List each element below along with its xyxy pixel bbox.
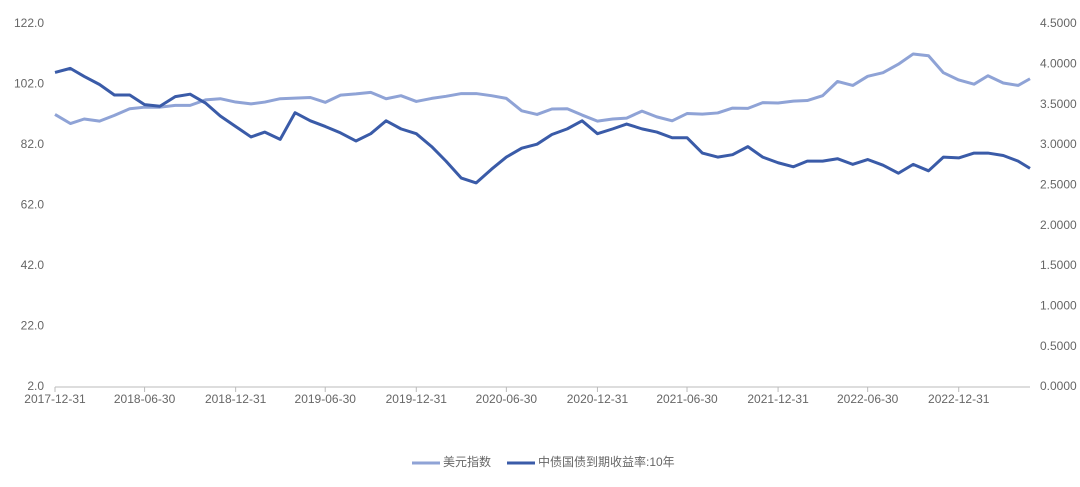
x-tick-label: 2019-06-30 [295, 392, 357, 406]
legend-label: 中债国债到期收益率:10年 [538, 454, 675, 469]
x-tick-label: 2018-12-31 [205, 392, 267, 406]
y2-tick-label: 1.0000 [1040, 299, 1077, 313]
y-tick-label: 82.0 [21, 137, 45, 151]
y-tick-label: 22.0 [21, 319, 45, 333]
x-tick-label: 2019-12-31 [386, 392, 448, 406]
x-tick-label: 2017-12-31 [24, 392, 86, 406]
y-tick-label: 122.0 [14, 16, 44, 30]
y2-tick-label: 0.0000 [1040, 379, 1077, 393]
x-tick-label: 2018-06-30 [114, 392, 176, 406]
series-line [54, 66, 1031, 185]
x-tick-label: 2022-06-30 [837, 392, 899, 406]
legend-label: 美元指数 [443, 454, 491, 469]
y2-tick-label: 1.5000 [1040, 258, 1077, 272]
y2-tick-label: 3.0000 [1040, 137, 1077, 151]
y2-tick-label: 2.5000 [1040, 178, 1077, 192]
y2-tick-label: 4.5000 [1040, 16, 1077, 30]
y-tick-label: 62.0 [21, 198, 45, 212]
x-tick-label: 2022-12-31 [928, 392, 990, 406]
x-tick-label: 2020-06-30 [476, 392, 538, 406]
y-tick-label: 42.0 [21, 258, 45, 272]
y2-tick-label: 0.5000 [1040, 339, 1077, 353]
x-tick-label: 2021-06-30 [656, 392, 718, 406]
y2-tick-label: 2.0000 [1040, 218, 1077, 232]
x-tick-label: 2020-12-31 [567, 392, 629, 406]
y2-tick-label: 4.0000 [1040, 57, 1077, 71]
series-line [54, 52, 1031, 126]
y2-tick-label: 3.5000 [1040, 97, 1077, 111]
x-tick-label: 2021-12-31 [747, 392, 809, 406]
y-tick-label: 102.0 [14, 77, 44, 91]
y-tick-label: 2.0 [27, 379, 44, 393]
